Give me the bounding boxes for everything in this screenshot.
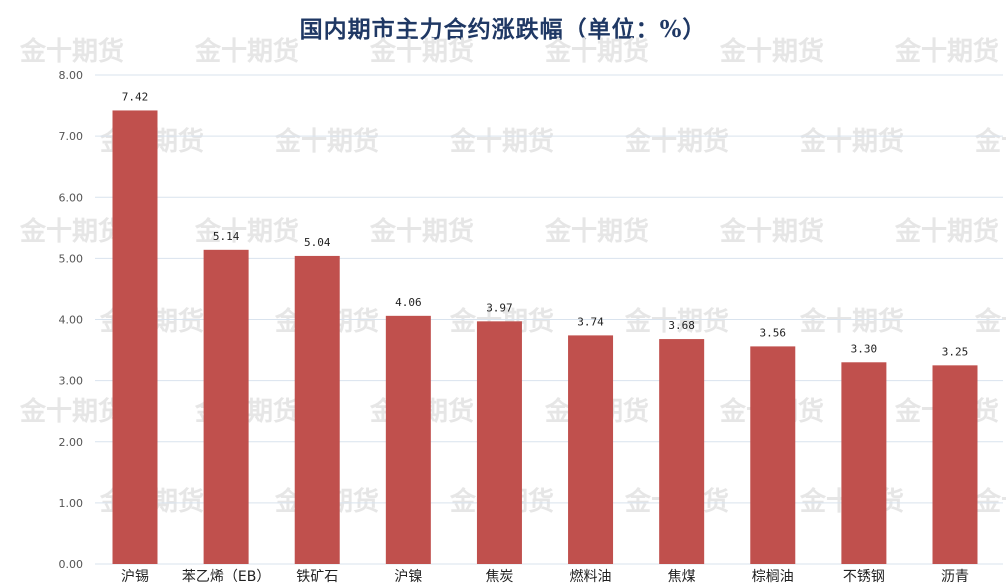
bar [932,365,978,564]
watermark-text: 金十期货 [719,36,824,67]
y-tick-label: 6.00 [59,191,84,204]
watermark-text: 金十期货 [369,36,474,67]
x-category-label: 沪锡 [121,569,149,585]
data-label: 7.42 [122,90,149,103]
bar [659,339,705,564]
watermark-text: 金十期货 [974,126,1006,157]
watermark-text: 金十期货 [544,216,649,247]
data-label: 5.04 [304,236,331,249]
watermark-text: 金十期货 [19,396,124,427]
data-label: 3.74 [577,315,604,328]
x-category-label: 燃料油 [570,568,612,585]
watermark-text: 金十期货 [194,36,299,67]
y-tick-label: 0.00 [59,558,84,571]
y-tick-label: 3.00 [59,375,84,388]
watermark-text: 金十期货 [974,306,1006,337]
x-category-label: 苯乙烯（EB） [182,568,270,585]
y-tick-label: 8.00 [59,69,84,82]
data-label: 3.30 [851,342,878,355]
data-label: 3.68 [668,319,695,332]
watermark-text: 金十期货 [894,216,999,247]
chart-title: 国内期市主力合约涨跌幅（单位：%） [299,16,707,43]
y-tick-label: 5.00 [59,252,84,265]
watermark-text: 金十期货 [799,306,904,337]
bar [294,255,340,564]
x-category-label: 沥青 [941,569,969,585]
watermark-text: 金十期货 [974,486,1006,517]
x-category-label: 棕榈油 [752,569,794,585]
x-category-label: 焦炭 [485,569,513,585]
watermark-text: 金十期货 [719,216,824,247]
watermark-text: 金十期货 [19,216,124,247]
bar [750,346,796,564]
watermark-text: 金十期货 [894,36,999,67]
bar [385,315,431,564]
data-label: 3.25 [942,345,969,358]
watermark-text: 金十期货 [194,216,299,247]
watermark-text: 金十期货 [449,126,554,157]
y-tick-label: 1.00 [59,497,84,510]
y-tick-label: 4.00 [59,314,84,327]
x-category-label: 铁矿石 [296,569,338,585]
bar [476,321,522,564]
watermark-text: 金十期货 [274,126,379,157]
watermark-text: 金十期货 [19,36,124,67]
data-label: 3.56 [760,326,787,339]
x-category-label: 焦煤 [668,569,696,585]
bar [841,362,887,564]
x-category-label: 沪镍 [394,569,422,585]
y-tick-label: 2.00 [59,436,84,449]
bar [112,110,158,564]
watermark-text: 金十期货 [799,126,904,157]
x-category-label: 不锈钢 [843,569,885,585]
y-tick-label: 7.00 [59,130,84,143]
watermark-text: 金十期货 [624,306,729,337]
data-label: 3.97 [486,301,513,314]
bar [568,335,614,564]
watermark-text: 金十期货 [624,126,729,157]
data-label: 5.14 [213,230,240,243]
watermark-text: 金十期货 [544,36,649,67]
watermark-text: 金十期货 [369,216,474,247]
bar [203,249,249,564]
data-label: 4.06 [395,296,422,309]
